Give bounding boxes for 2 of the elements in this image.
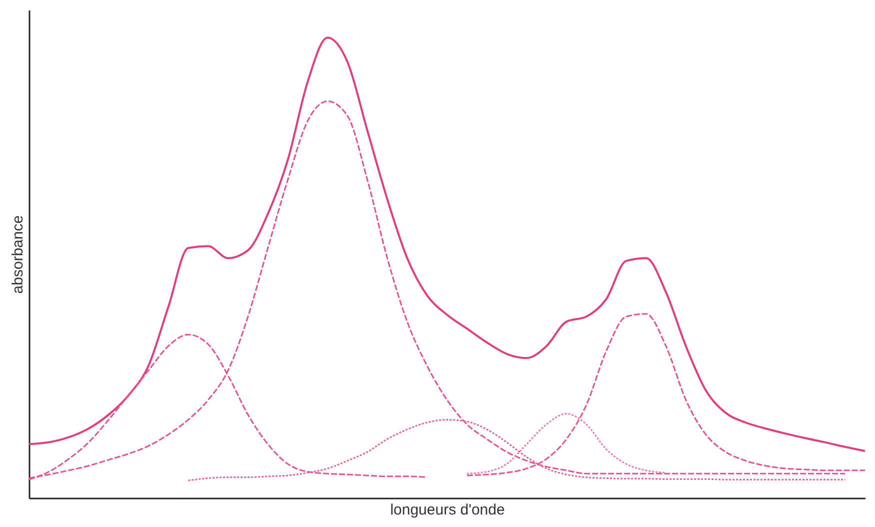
- x-axis-title: longueurs d'onde: [390, 502, 505, 518]
- y-axis-title: absorbance: [10, 215, 26, 294]
